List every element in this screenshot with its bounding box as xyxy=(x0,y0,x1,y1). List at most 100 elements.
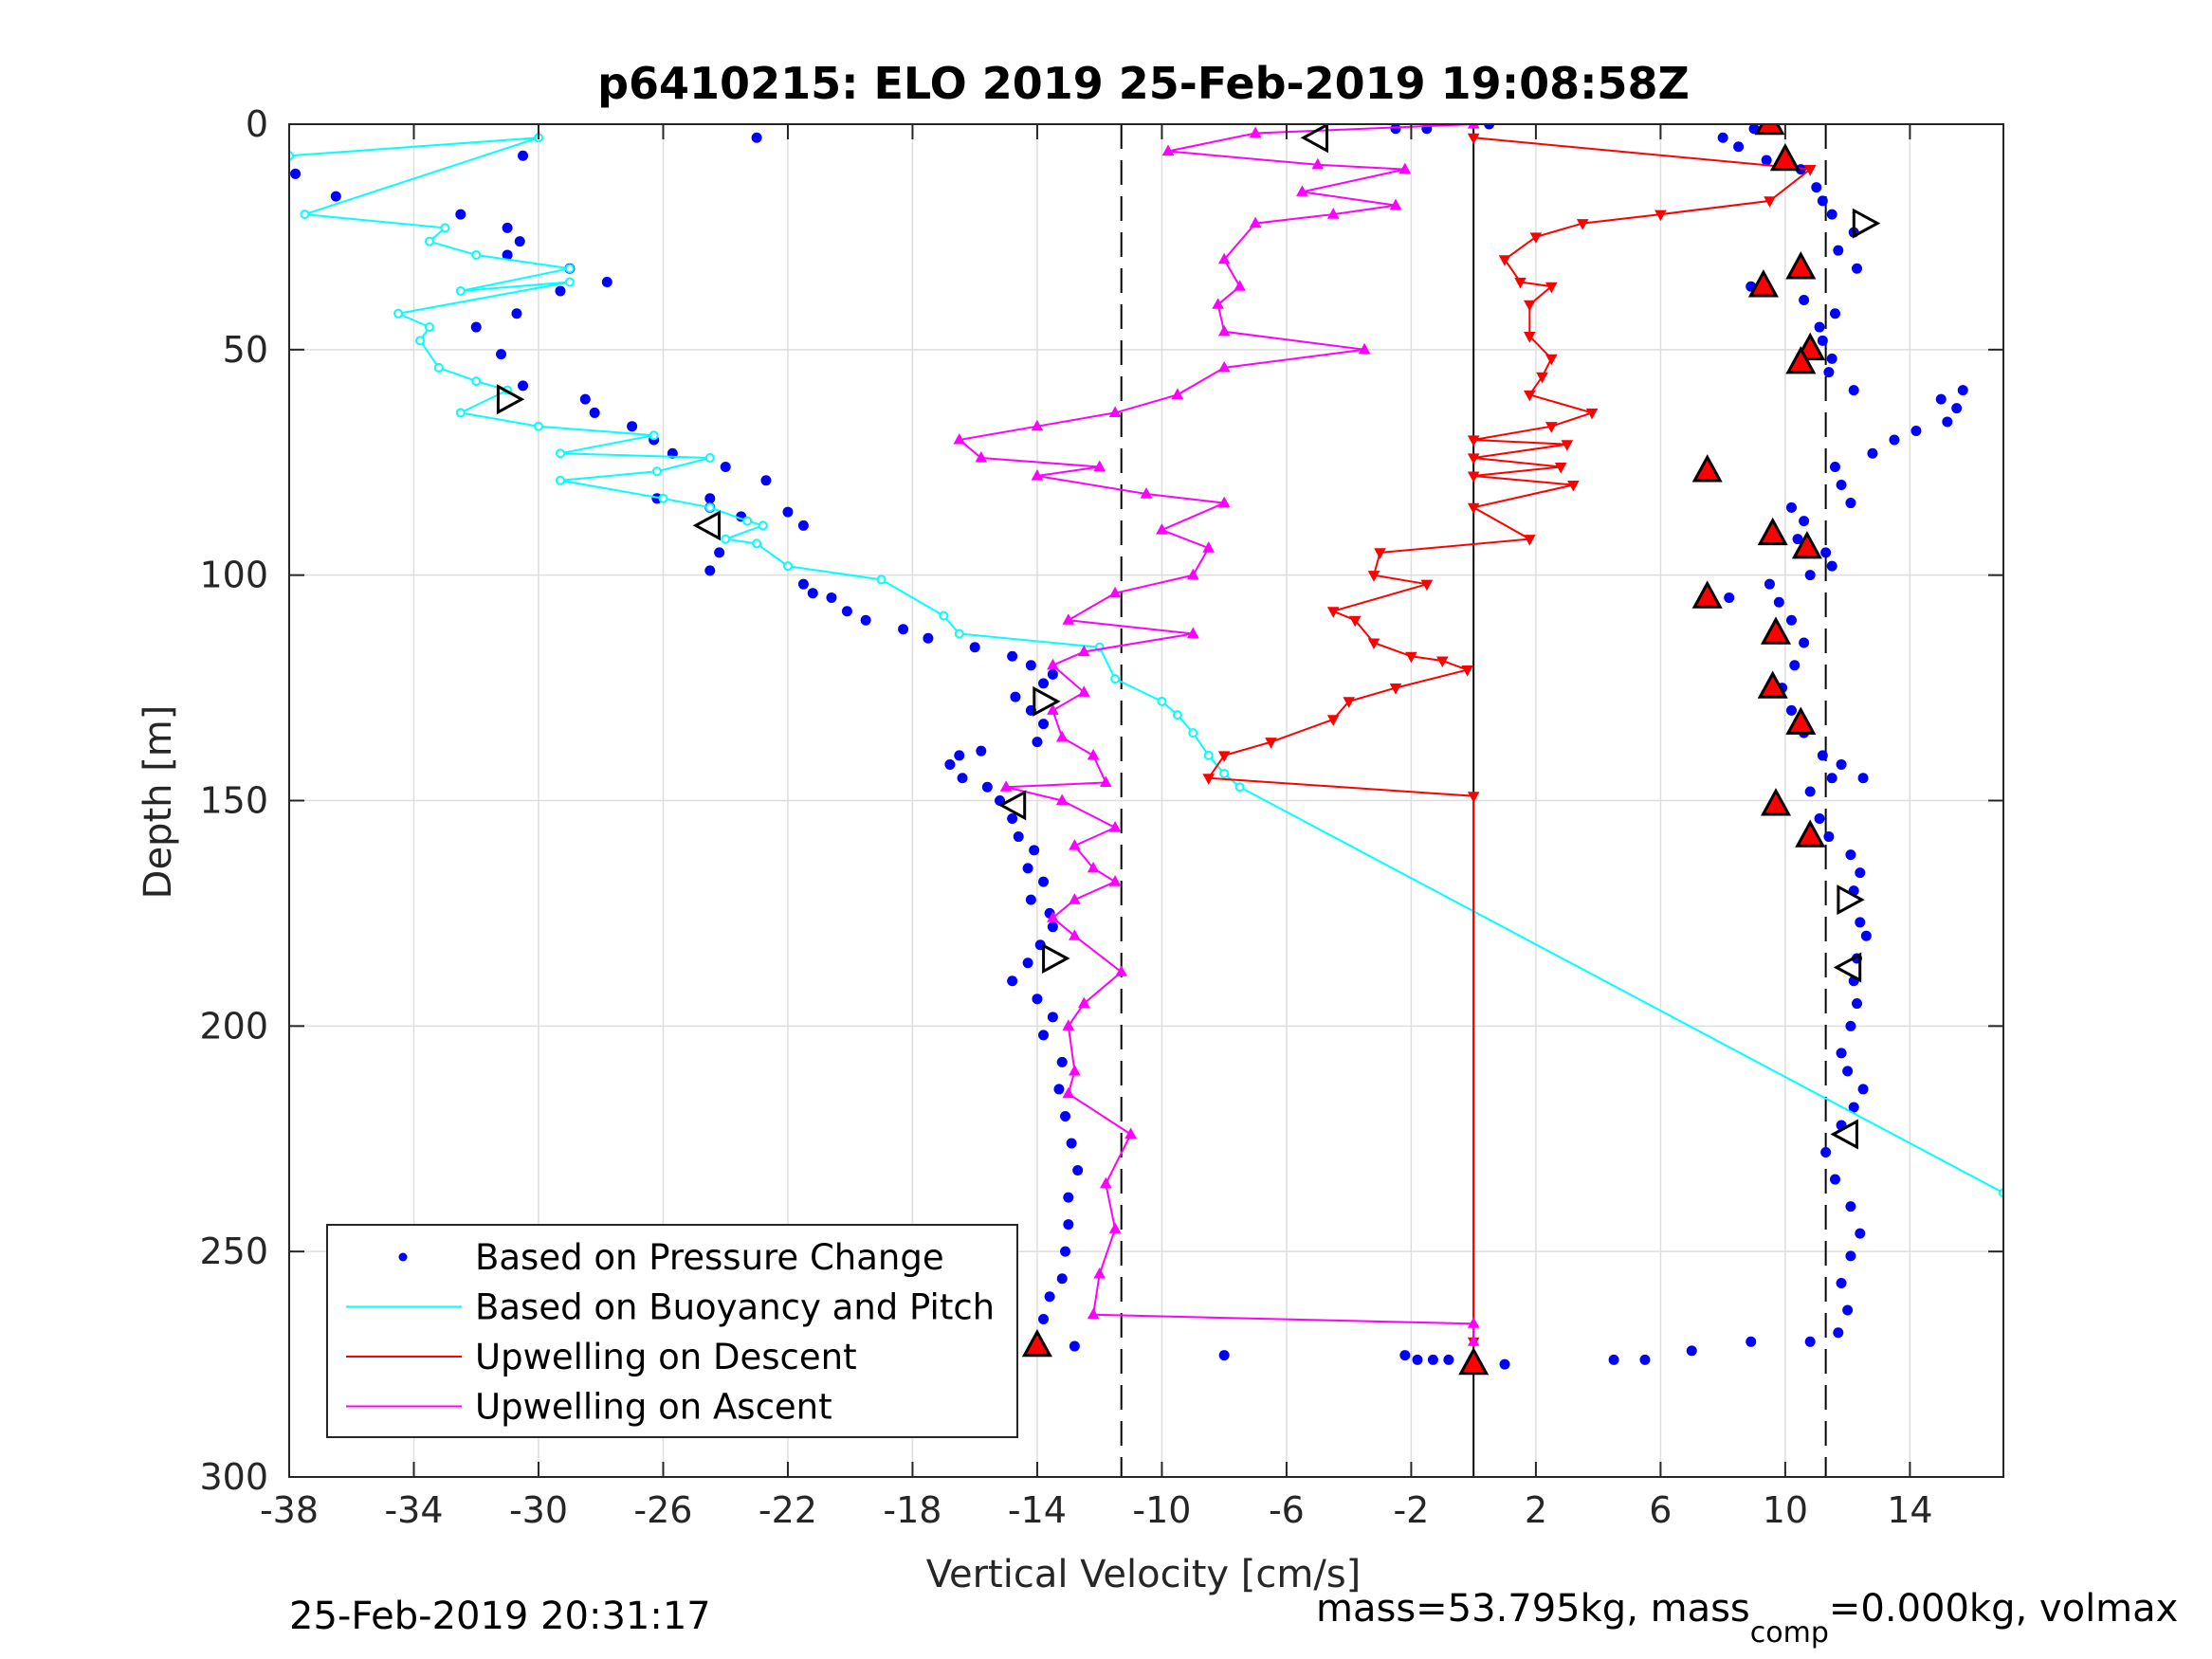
ascent-upwelling-point xyxy=(1140,487,1153,499)
buoyancy-pitch-point xyxy=(1203,750,1214,760)
open-left-triangle-marker xyxy=(1833,952,1862,983)
ascent-upwelling-point xyxy=(1047,911,1059,922)
pressure-change-point xyxy=(720,462,731,473)
pressure-change-point xyxy=(1608,1354,1619,1365)
descent-upwelling-point xyxy=(1343,697,1355,708)
pressure-change-point xyxy=(1826,773,1837,784)
ascent-upwelling-point xyxy=(1326,208,1340,219)
descent-upwelling-point xyxy=(1803,165,1817,176)
ascent-upwelling-point xyxy=(1171,388,1184,399)
large-red-triangle-marker xyxy=(1791,530,1822,559)
x-tick-label: -30 xyxy=(509,1489,568,1531)
buoyancy-pitch-point xyxy=(658,493,668,503)
buoyancy-pitch-point xyxy=(752,538,762,549)
pressure-change-point xyxy=(1860,930,1872,941)
pressure-change-point xyxy=(1066,1138,1077,1149)
pressure-change-point xyxy=(1013,831,1024,843)
ascent-upwelling-point xyxy=(1062,613,1075,625)
ascent-upwelling-point xyxy=(1398,162,1412,174)
ascent-upwelling-point xyxy=(1087,748,1100,760)
y-tick-label: 200 xyxy=(199,1005,268,1047)
open-left-triangle-marker xyxy=(997,790,1027,821)
pressure-change-point xyxy=(1867,447,1878,459)
pressure-change-point xyxy=(1056,1056,1068,1067)
x-tick-label: 10 xyxy=(1763,1489,1808,1531)
pressure-change-point xyxy=(1038,678,1050,689)
pressure-change-point xyxy=(760,475,772,486)
pressure-change-point xyxy=(1799,295,1810,306)
pressure-change-point xyxy=(1007,813,1018,825)
ascent-upwelling-point xyxy=(1156,523,1168,535)
descent-upwelling-point xyxy=(1467,435,1480,447)
ascent-upwelling-point xyxy=(1093,460,1106,472)
pressure-change-point xyxy=(1829,1174,1840,1185)
pressure-change-point xyxy=(1826,560,1837,572)
pressure-change-point xyxy=(841,606,852,617)
ascent-upwelling-point xyxy=(999,780,1013,792)
pressure-change-point xyxy=(1942,416,1953,428)
pressure-change-point xyxy=(1022,863,1033,874)
pressure-change-point xyxy=(976,745,987,757)
pressure-change-point xyxy=(1829,308,1840,319)
pressure-change-point xyxy=(1038,876,1050,887)
pressure-change-point xyxy=(1820,1147,1832,1158)
pressure-change-point xyxy=(455,209,466,220)
pressure-change-point xyxy=(981,781,993,793)
pressure-change-point xyxy=(1799,637,1810,648)
x-tick-label: -6 xyxy=(1269,1489,1305,1531)
large-red-triangle-marker xyxy=(1760,788,1792,816)
pressure-change-point xyxy=(1857,1084,1869,1095)
y-tick-label: 250 xyxy=(199,1231,268,1272)
large-red-triangle-marker xyxy=(1769,142,1801,172)
ascent-upwelling-point xyxy=(1069,929,1081,940)
open-right-triangle-marker xyxy=(496,384,525,415)
ascent-upwelling-point xyxy=(1124,1127,1137,1139)
large-red-triangle-marker xyxy=(1754,124,1785,136)
ascent-upwelling-point xyxy=(1108,875,1122,886)
pressure-change-point xyxy=(514,236,525,247)
pressure-change-point xyxy=(807,588,818,599)
pressure-change-point xyxy=(1022,957,1033,969)
ascent-upwelling-point xyxy=(1108,586,1122,598)
pressure-change-point xyxy=(1060,1246,1071,1257)
pressure-change-point xyxy=(290,168,302,179)
buoyancy-pitch-point xyxy=(649,430,659,441)
pressure-change-point xyxy=(470,321,482,333)
ascent-upwelling-point xyxy=(1187,568,1199,580)
pressure-change-point xyxy=(1799,516,1810,527)
pressure-change-point xyxy=(1833,245,1844,256)
open-right-triangle-marker xyxy=(1852,208,1881,239)
descent-upwelling-point xyxy=(1374,548,1386,559)
mass-subscript: comp xyxy=(1750,1616,1829,1650)
legend-label: Based on Pressure Change xyxy=(475,1237,944,1278)
large-red-triangle-marker xyxy=(1785,706,1817,735)
large-red-triangle-marker xyxy=(1458,1346,1490,1376)
x-tick-label: 6 xyxy=(1649,1489,1672,1531)
legend-label: Upwelling on Ascent xyxy=(475,1387,832,1428)
pressure-change-point xyxy=(1845,1020,1856,1031)
pressure-change-point xyxy=(627,421,638,432)
legend-label: Based on Buoyancy and Pitch xyxy=(475,1287,995,1328)
pressure-change-point xyxy=(1910,425,1922,436)
ascent-upwelling-point xyxy=(1062,1019,1075,1030)
descent-upwelling-point xyxy=(1576,219,1589,230)
open-left-triangle-marker xyxy=(1830,1119,1858,1150)
pressure-change-point xyxy=(601,276,612,287)
ascent-upwelling-point xyxy=(1217,252,1231,264)
pressure-change-point xyxy=(1848,1102,1859,1113)
pressure-change-point xyxy=(1814,813,1825,825)
descent-upwelling-point xyxy=(1467,453,1480,465)
pressure-change-point xyxy=(1855,917,1866,928)
pressure-change-point xyxy=(1484,124,1495,130)
buoyancy-pitch-point xyxy=(782,561,793,572)
pressure-change-point xyxy=(1056,1273,1068,1285)
pressure-change-point xyxy=(1063,1219,1074,1231)
pressure-change-point xyxy=(1814,321,1825,333)
ascent-upwelling-point xyxy=(1212,298,1224,309)
legend-label: Upwelling on Descent xyxy=(475,1337,857,1377)
pressure-change-point xyxy=(1889,434,1900,446)
buoyancy-pitch-point xyxy=(1219,768,1230,778)
descent-upwelling-point xyxy=(1367,638,1380,649)
descent-upwelling-point xyxy=(1561,440,1574,451)
